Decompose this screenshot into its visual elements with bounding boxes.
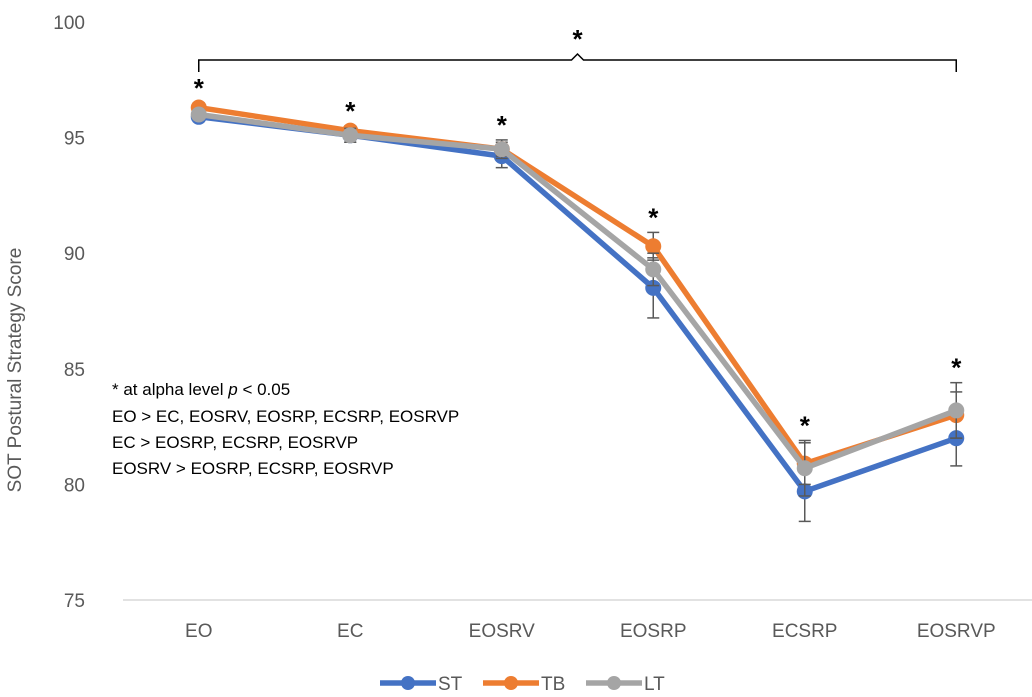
x-tick-label: EC — [337, 621, 363, 642]
y-axis-label-group: SOT Postural Strategy Score — [5, 248, 26, 493]
point-significance-star: * — [345, 96, 356, 126]
data-point — [645, 238, 662, 255]
overall-significance-bracket: * — [198, 24, 957, 72]
series-lt — [190, 106, 965, 497]
point-significance-star: * — [194, 73, 205, 103]
x-tick-label: EOSRVP — [917, 621, 996, 642]
y-tick-label: 85 — [64, 360, 85, 381]
legend-item-lt: LT — [586, 674, 665, 695]
data-point — [190, 106, 207, 123]
annotation-line-3: EC > EOSRP, ECSRP, EOSRVP — [112, 433, 358, 452]
data-point — [493, 141, 510, 158]
point-significance-star: * — [800, 410, 811, 440]
point-significance-markers: * * * * * * — [194, 73, 963, 441]
overall-significance-star: * — [572, 24, 583, 54]
x-axis-ticks: EO EC EOSRV EOSRP ECSRP EOSRVP — [185, 621, 996, 642]
point-significance-star: * — [497, 110, 508, 140]
legend-item-tb: TB — [483, 674, 565, 695]
series-tb — [190, 99, 965, 486]
legend-swatch-marker — [607, 676, 621, 690]
y-tick-label: 100 — [53, 13, 85, 34]
legend-label: ST — [438, 674, 463, 695]
annotation-line-1: * at alpha level p < 0.05 — [112, 380, 290, 399]
data-point — [796, 460, 813, 477]
legend: ST TB LT — [380, 674, 665, 695]
legend-swatch-marker — [401, 676, 415, 690]
bracket-line — [198, 52, 957, 72]
series-group — [190, 99, 965, 523]
series-line — [198, 104, 958, 467]
y-axis-label: SOT Postural Strategy Score — [5, 248, 26, 493]
x-tick-label: EOSRV — [469, 621, 536, 642]
annotation-line-1-suffix: < 0.05 — [238, 380, 290, 399]
annotation-line-1-prefix: * at alpha level — [112, 380, 228, 399]
data-point — [645, 279, 662, 296]
data-point — [645, 261, 662, 278]
y-axis-ticks: 75 80 85 90 95 100 — [53, 13, 85, 612]
y-tick-label: 80 — [64, 475, 85, 496]
y-tick-label: 90 — [64, 244, 85, 265]
y-tick-label: 95 — [64, 129, 85, 150]
annotation-line-1-italic: p — [227, 380, 237, 399]
annotation-line-2: EO > EC, EOSRV, EOSRP, ECSRP, EOSRVP — [112, 407, 459, 426]
series-line — [198, 111, 958, 471]
point-significance-star: * — [648, 202, 659, 232]
legend-item-st: ST — [380, 674, 463, 695]
legend-label: LT — [644, 674, 665, 695]
point-significance-star: * — [951, 353, 962, 383]
annotation-line-4: EOSRV > EOSRP, ECSRP, EOSRVP — [112, 459, 394, 478]
legend-label: TB — [541, 674, 565, 695]
x-tick-label: EO — [185, 621, 212, 642]
data-point — [948, 402, 965, 419]
data-point — [342, 127, 359, 144]
y-tick-label: 75 — [64, 591, 85, 612]
x-tick-label: EOSRP — [620, 621, 687, 642]
x-tick-label: ECSRP — [772, 621, 837, 642]
legend-swatch-marker — [504, 676, 518, 690]
